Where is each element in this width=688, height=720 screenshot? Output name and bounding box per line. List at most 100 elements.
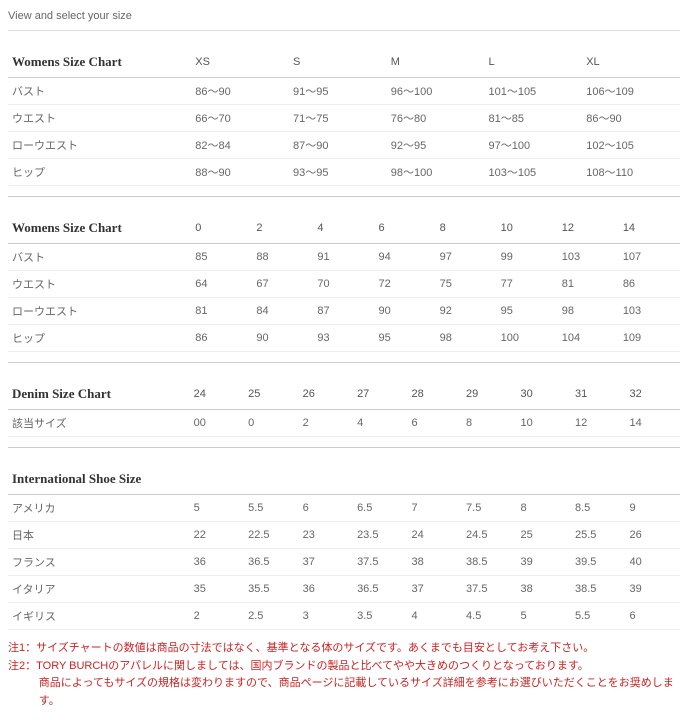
row-label: フランス [8,549,190,576]
cell: 37.5 [353,549,407,576]
cell: 6.5 [353,495,407,522]
cell: 23 [299,522,353,549]
column-header: 27 [353,381,407,410]
cell: 98 [558,298,619,325]
cell: 91 [313,244,374,271]
cell: 64 [191,271,252,298]
cell: 3 [299,603,353,630]
cell: 92～95 [387,132,485,159]
table-row: ヒップ88～9093～9598～100103～105108～110 [8,159,680,186]
table-row: ウエスト66～7071～7576～8081～8586～90 [8,105,680,132]
table-row: アメリカ55.566.577.588.59 [8,495,680,522]
cell: 86～90 [582,105,680,132]
cell: 86～90 [191,78,289,105]
cell: 8 [462,410,516,437]
cell: 95 [375,325,436,352]
cell: 00 [190,410,244,437]
column-header: 28 [408,381,462,410]
chart-title: Womens Size Chart [8,215,191,244]
cell: 5 [190,495,244,522]
womens-size-chart-1: Womens Size Chart XSSMLXL バスト86～9091～959… [8,49,680,186]
cell: 85 [191,244,252,271]
column-header [299,466,353,495]
note-line-2a: 注2：TORY BURCHのアパレルに関しましては、国内ブランドの製品と比べてや… [8,658,680,676]
column-header [462,466,516,495]
cell: 38 [517,576,571,603]
cell: 6 [408,410,462,437]
cell: 38 [408,549,462,576]
cell: 38.5 [571,576,625,603]
cell: 5 [517,603,571,630]
table-row: ローウエスト81848790929598103 [8,298,680,325]
cell: 7 [408,495,462,522]
note-line-2b: 商品によってもサイズの規格は変わりますので、商品ページに記載しているサイズ詳細を… [8,675,680,710]
cell: 39 [517,549,571,576]
row-label: ローウエスト [8,132,191,159]
table-row: バスト86～9091～9596～100101～105106～109 [8,78,680,105]
column-header [517,466,571,495]
cell: 22.5 [244,522,298,549]
column-header [408,466,462,495]
column-header [353,466,407,495]
cell: 75 [436,271,497,298]
cell: 12 [571,410,625,437]
cell: 0 [244,410,298,437]
cell: 98 [436,325,497,352]
column-header: 8 [436,215,497,244]
cell: 24 [408,522,462,549]
cell: 81 [191,298,252,325]
column-header: 12 [558,215,619,244]
cell: 77 [497,271,558,298]
cell: 97 [436,244,497,271]
table-row: 日本2222.52323.52424.52525.526 [8,522,680,549]
cell: 6 [625,603,680,630]
row-label: イタリア [8,576,190,603]
cell: 109 [619,325,680,352]
column-header: 24 [190,381,244,410]
cell: 39.5 [571,549,625,576]
cell: 2 [299,410,353,437]
cell: 14 [625,410,680,437]
column-header: XL [582,49,680,78]
cell: 95 [497,298,558,325]
header-row: Denim Size Chart 242526272829303132 [8,381,680,410]
row-label: バスト [8,78,191,105]
row-label: ウエスト [8,105,191,132]
cell: 67 [252,271,313,298]
header-row: Womens Size Chart 02468101214 [8,215,680,244]
cell: 66～70 [191,105,289,132]
cell: 4 [408,603,462,630]
table-row: バスト858891949799103107 [8,244,680,271]
cell: 37.5 [462,576,516,603]
column-header: 25 [244,381,298,410]
cell: 106～109 [582,78,680,105]
cell: 9 [625,495,680,522]
womens-size-chart-2: Womens Size Chart 02468101214 バスト8588919… [8,215,680,352]
column-header: 10 [497,215,558,244]
row-label: ヒップ [8,325,191,352]
cell: 36.5 [244,549,298,576]
cell: 36 [299,576,353,603]
cell: 104 [558,325,619,352]
column-header: 6 [375,215,436,244]
divider [8,196,680,197]
cell: 39 [625,576,680,603]
cell: 107 [619,244,680,271]
chart-title: Womens Size Chart [8,49,191,78]
page-title: View and select your size [8,10,680,31]
cell: 35.5 [244,576,298,603]
cell: 86 [619,271,680,298]
cell: 82～84 [191,132,289,159]
cell: 4.5 [462,603,516,630]
chart-title: International Shoe Size [8,466,190,495]
cell: 90 [252,325,313,352]
table-row: イタリア3535.53636.53737.53838.539 [8,576,680,603]
column-header: XS [191,49,289,78]
row-label: ヒップ [8,159,191,186]
cell: 37 [408,576,462,603]
shoe-size-chart: International Shoe Size アメリカ55.566.577.5… [8,466,680,630]
cell: 88～90 [191,159,289,186]
chart-title: Denim Size Chart [8,381,190,410]
denim-size-chart: Denim Size Chart 242526272829303132 該当サイ… [8,381,680,437]
cell: 94 [375,244,436,271]
